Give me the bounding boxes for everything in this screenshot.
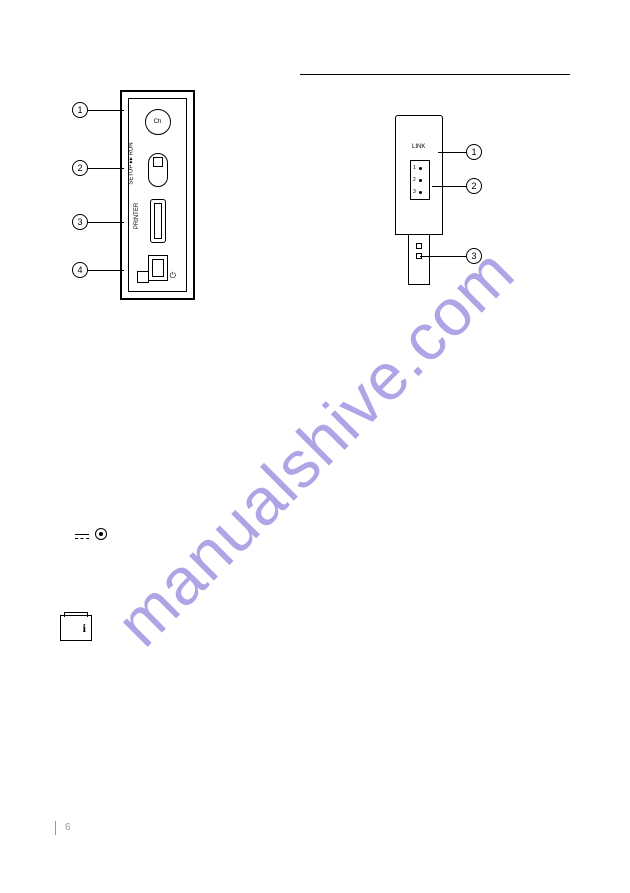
callout-right-3: 3: [420, 248, 482, 264]
usb-b-port: [148, 255, 168, 281]
section-divider: [300, 74, 570, 75]
callout-num: 3: [466, 248, 482, 264]
manual-info-icon: i: [60, 615, 92, 641]
setup-run-label: SETUP ▸▸ RUN: [128, 142, 135, 184]
callout-line: [420, 256, 466, 257]
callout-num: 3: [72, 214, 88, 230]
dc-power-symbol: [75, 528, 107, 540]
callout-left-2: 2: [72, 160, 124, 176]
callout-num: 2: [72, 160, 88, 176]
setup-run-switch: [148, 153, 168, 187]
ch-label: Ch: [154, 119, 162, 125]
usb-a-inner: [154, 203, 162, 239]
page-number: 6: [65, 822, 71, 833]
usb-a-port: [150, 199, 166, 243]
callout-right-2: 2: [432, 178, 482, 194]
footer-rule: [55, 821, 56, 835]
callout-num: 1: [72, 102, 88, 118]
callout-right-1: 1: [438, 144, 482, 160]
switch-knob: [153, 157, 163, 167]
dip-row-1: 1: [413, 165, 422, 171]
callout-left-1: 1: [72, 102, 124, 118]
callout-num: 2: [466, 178, 482, 194]
callout-line: [88, 270, 124, 271]
callout-line: [438, 152, 466, 153]
callout-num: 4: [72, 262, 88, 278]
dongle-body: LINK 1 2 3: [395, 115, 443, 235]
device-inner-border: Ch SETUP ▸▸ RUN PRINTER ⏻: [128, 98, 187, 292]
channel-button: Ch: [145, 109, 171, 135]
dip-row-3: 3: [413, 189, 422, 195]
callout-left-3: 3: [72, 214, 124, 230]
link-label: LINK: [412, 144, 425, 150]
dip-switch: 1 2 3: [410, 160, 430, 200]
callout-line: [432, 186, 466, 187]
small-indicator: [137, 271, 149, 283]
callout-line: [88, 110, 124, 111]
left-device-diagram: Ch SETUP ▸▸ RUN PRINTER ⏻: [120, 90, 195, 300]
dc-jack-icon: [95, 528, 107, 540]
dc-lines-icon: [75, 534, 89, 535]
callout-left-4: 4: [72, 262, 124, 278]
callout-line: [88, 168, 124, 169]
usb-b-inner: [152, 259, 164, 277]
dip-row-2: 2: [413, 177, 422, 183]
power-icon: ⏻: [170, 271, 176, 281]
printer-label: PRINTER: [134, 203, 140, 229]
callout-line: [88, 222, 124, 223]
info-i-label: i: [83, 621, 86, 636]
callout-num: 1: [466, 144, 482, 160]
